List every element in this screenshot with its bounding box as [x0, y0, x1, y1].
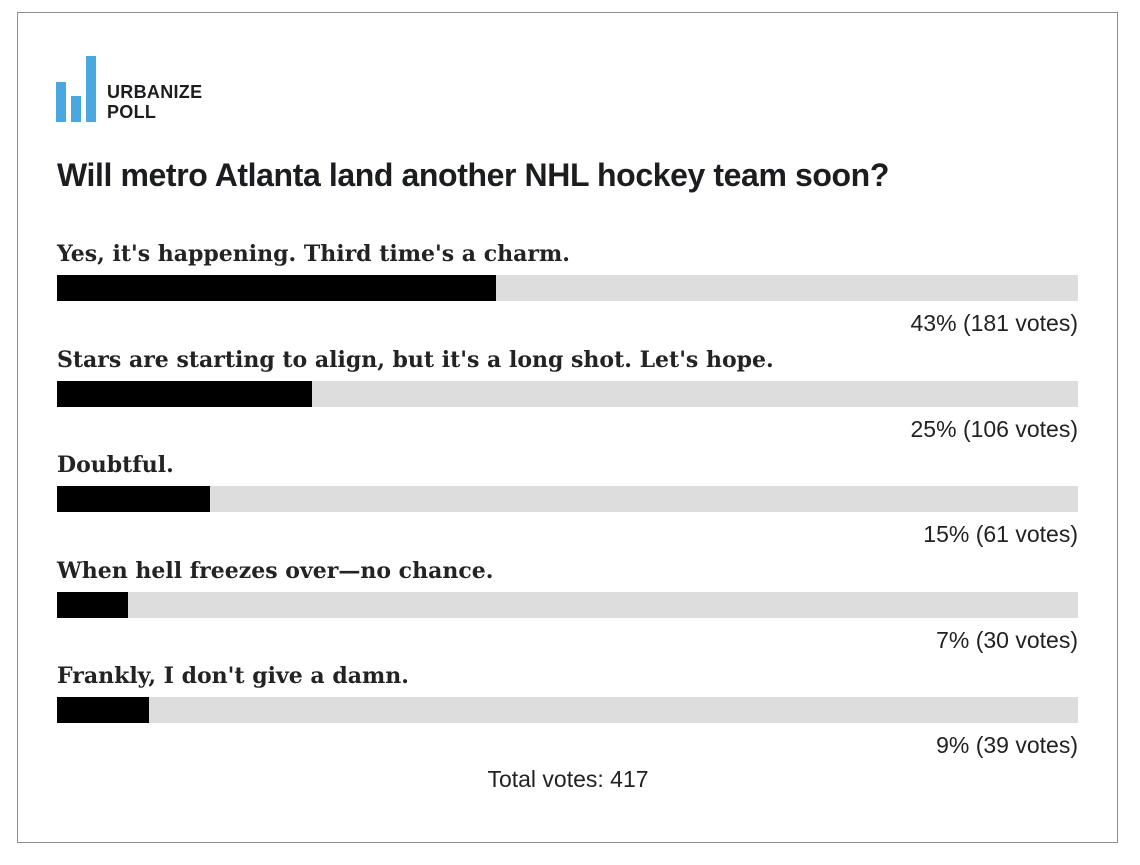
option-label: Frankly, I don't give a damn.	[57, 663, 409, 689]
bar-fill	[57, 275, 497, 301]
option-result: 9% (39 votes)	[936, 732, 1078, 758]
logo-bar-1	[56, 82, 66, 122]
urbanize-poll-logo: URBANIZE POLL	[56, 56, 256, 122]
bar-track	[57, 486, 1078, 512]
total-votes: Total votes: 417	[487, 766, 649, 792]
bar-fill	[57, 697, 149, 723]
bar-fill	[57, 486, 211, 512]
bar-track	[57, 697, 1078, 723]
logo-line-1: URBANIZE	[107, 82, 203, 102]
logo-bar-3	[86, 56, 96, 122]
poll-options: Yes, it's happening. Third time's a char…	[57, 235, 1078, 763]
option-label: Doubtful.	[57, 452, 174, 478]
bar-track	[57, 380, 1078, 407]
poll-option: When hell freezes over—no chance. 7% (30 …	[57, 552, 1078, 658]
poll-option: Doubtful. 15% (61 votes)	[57, 446, 1078, 552]
option-result: 15% (61 votes)	[923, 521, 1078, 547]
logo-bar-2	[71, 96, 81, 122]
poll-option: Frankly, I don't give a damn. 9% (39 vote…	[57, 657, 1078, 763]
bar-track	[57, 275, 1078, 301]
logo-line-2: POLL	[107, 102, 157, 122]
option-label: When hell freezes over—no chance.	[57, 557, 494, 584]
option-label: Yes, it's happening. Third time's a char…	[57, 241, 570, 267]
option-result: 25% (106 votes)	[910, 415, 1078, 442]
option-label: Stars are starting to align, but it's a …	[57, 346, 774, 373]
option-result: 43% (181 votes)	[910, 310, 1078, 336]
bar-track	[57, 591, 1078, 618]
logo-wordmark: URBANIZE POLL	[107, 82, 202, 122]
poll-option: Yes, it's happening. Third time's a char…	[57, 235, 1078, 341]
poll-question: Will metro Atlanta land another NHL hock…	[57, 157, 889, 193]
bar-fill	[57, 591, 129, 618]
bar-chart-icon	[56, 56, 96, 122]
option-result: 7% (30 votes)	[936, 626, 1078, 653]
poll-option: Stars are starting to align, but it's a …	[57, 341, 1078, 447]
bar-fill	[57, 380, 313, 407]
